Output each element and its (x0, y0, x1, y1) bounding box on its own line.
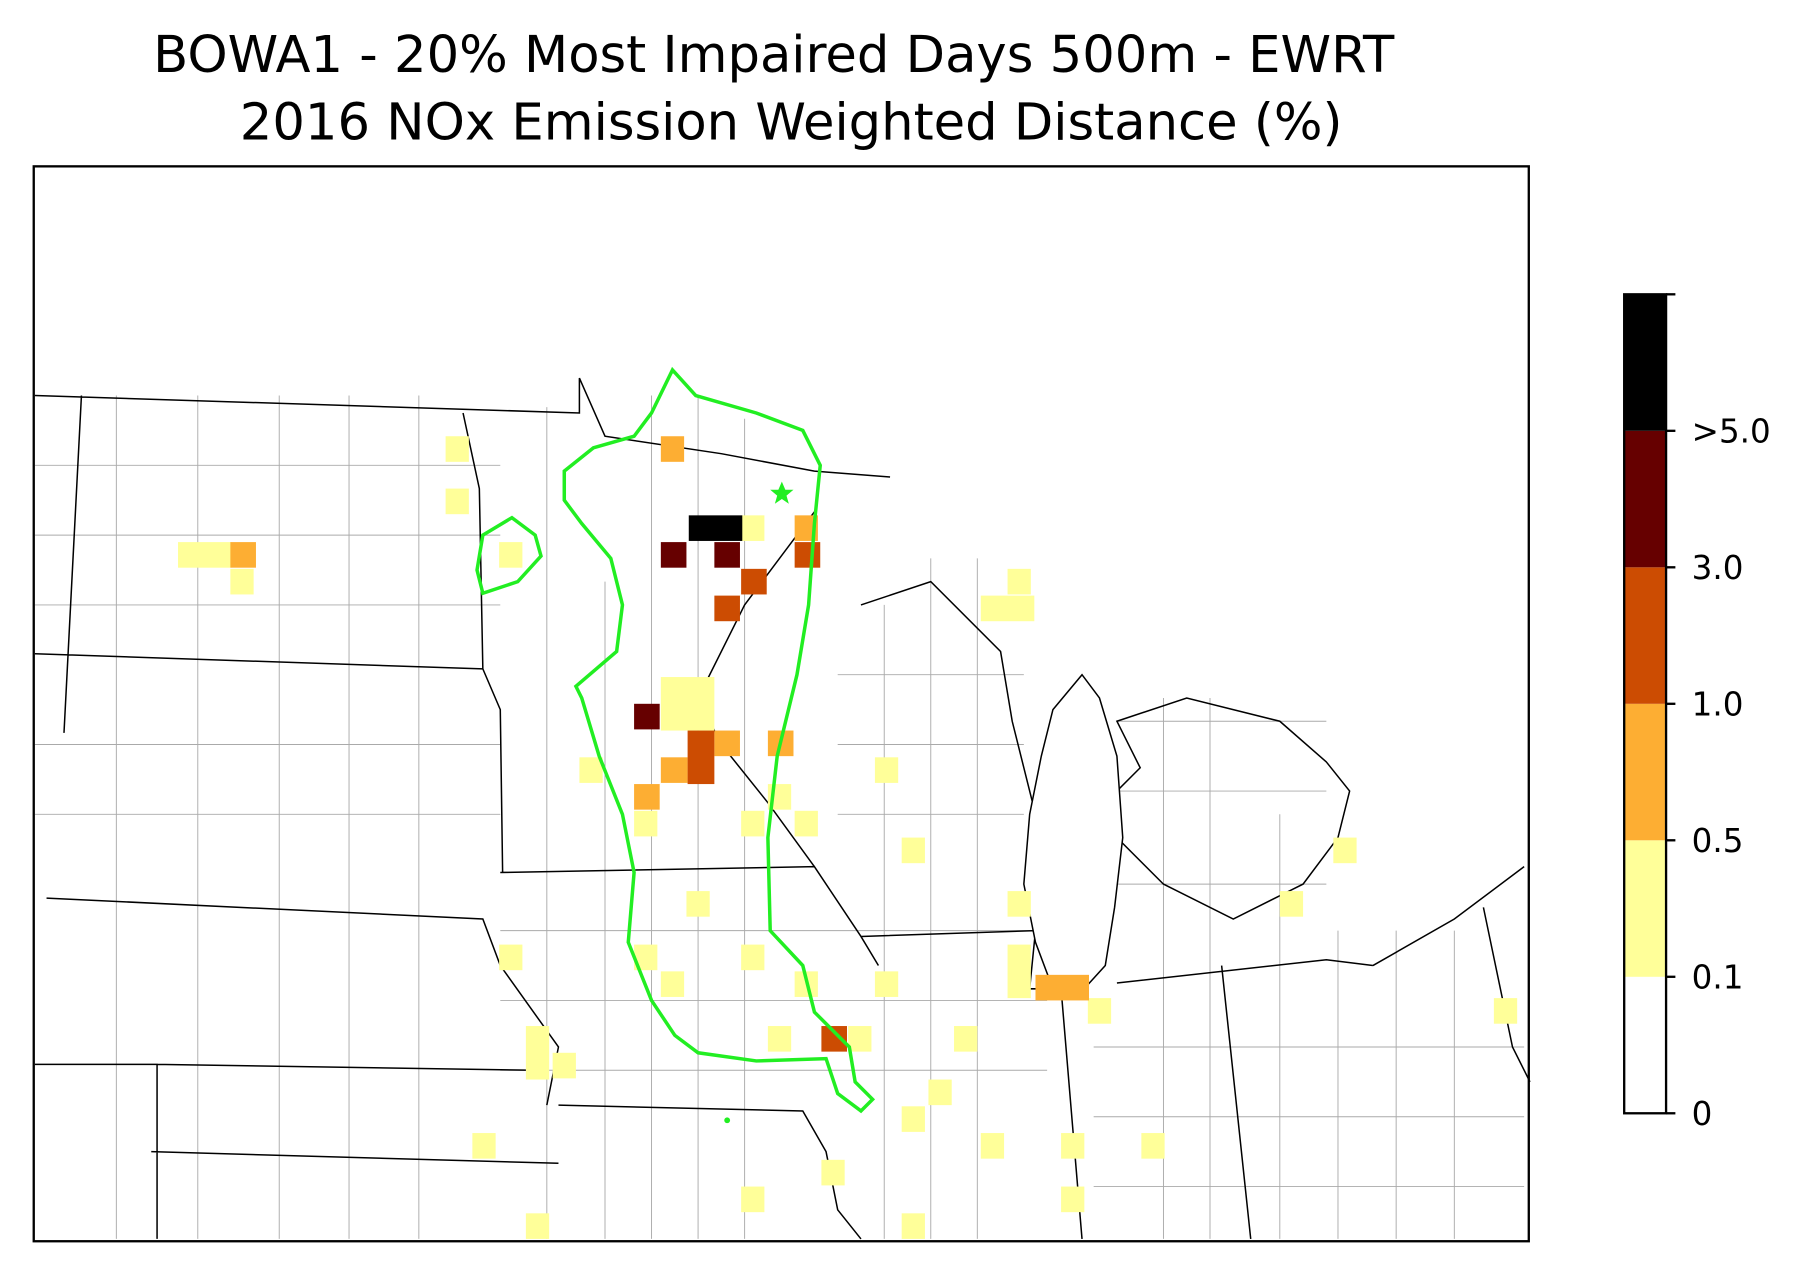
colorbar-segment (1624, 840, 1667, 977)
title-line: 2016 NOx Emission Weighted Distance (%) (240, 93, 1343, 153)
contour (475, 515, 543, 596)
site-star (770, 481, 794, 504)
colorbar-segment (1624, 703, 1667, 841)
map-frame (32, 165, 1530, 1243)
colorbar-label: >5.0 (1692, 412, 1771, 450)
site-dot (724, 1117, 731, 1124)
colorbar-label: 0 (1692, 1095, 1713, 1133)
impact-cells (178, 436, 1518, 1239)
county-grid (34, 395, 1525, 1239)
colorbar: 0 0.1 0.5 1.0 3.0 >5.0 (1623, 293, 1771, 1133)
lake-michigan (1023, 673, 1124, 992)
colorbar-segment (1624, 567, 1667, 704)
contour (562, 366, 876, 1114)
colorbar-segment (1624, 976, 1667, 1114)
map (32, 165, 1531, 1243)
colorbar-label: 0.5 (1692, 822, 1744, 860)
colorbar-label: 3.0 (1692, 549, 1744, 587)
colorbar-label: 0.1 (1692, 958, 1744, 996)
title-line: BOWA1 - 20% Most Impaired Days 500m - EW… (153, 25, 1395, 85)
colorbar-segment (1624, 430, 1667, 568)
colorbar-label: 1.0 (1692, 685, 1744, 723)
colorbar-segment (1624, 294, 1667, 431)
